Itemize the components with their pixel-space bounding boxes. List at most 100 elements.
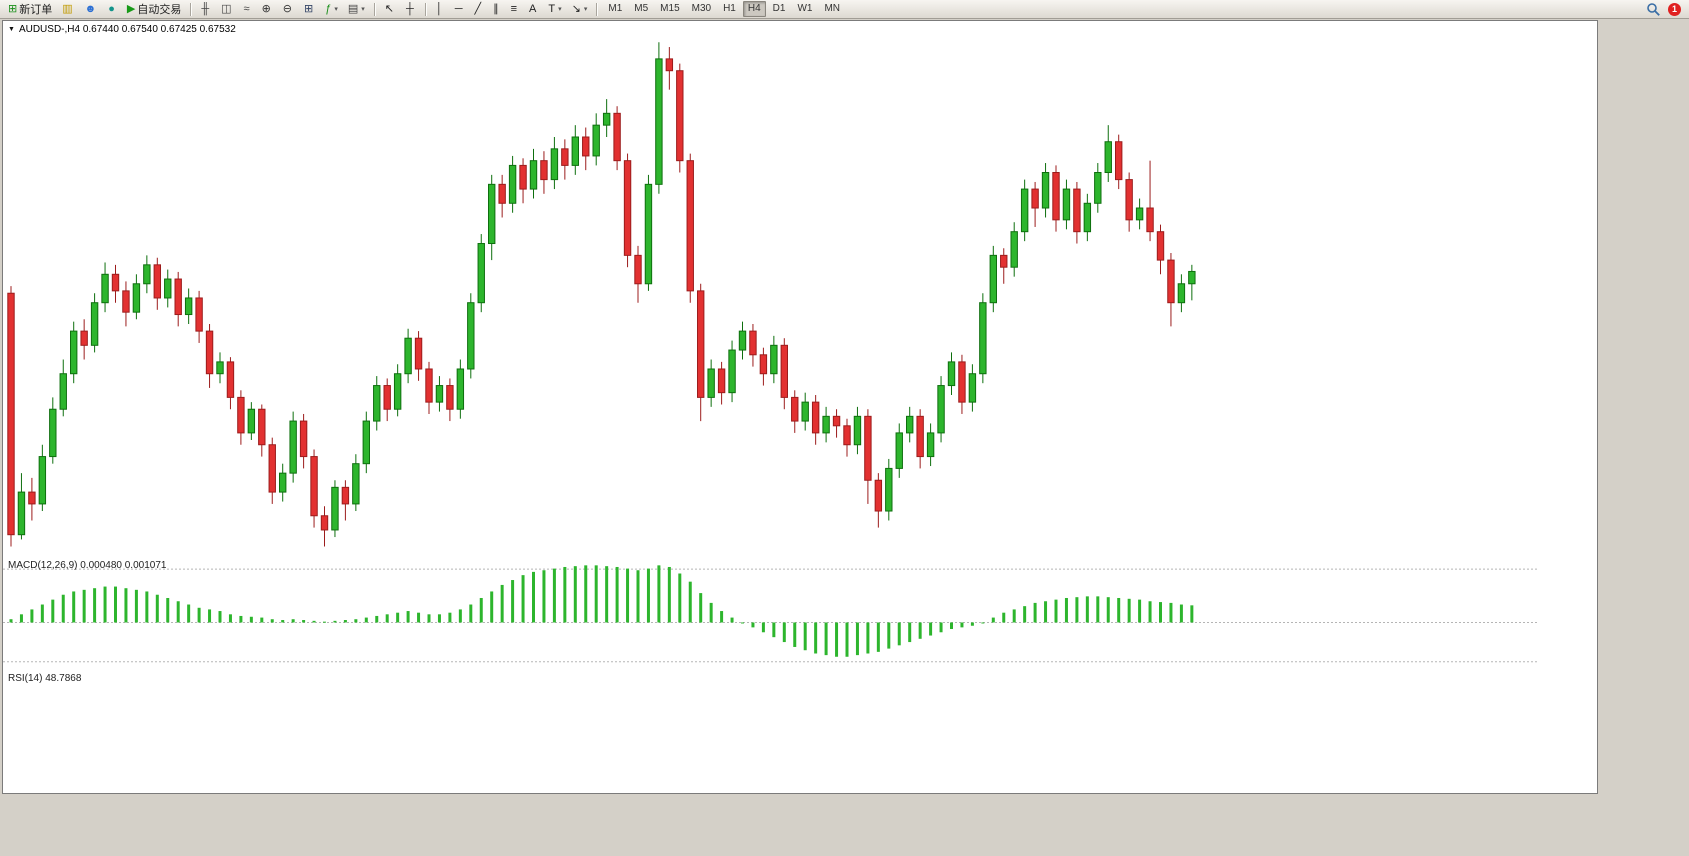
timeframe-m15-button[interactable]: M15: [660, 3, 680, 14]
macd-histogram-bar: [866, 622, 870, 654]
candle-down: [676, 70, 684, 162]
chart-plot-area[interactable]: [3, 21, 1539, 771]
candle-up: [853, 415, 862, 446]
candle-up: [404, 337, 412, 375]
candle-down: [717, 368, 726, 394]
arrows-button[interactable]: ↘ ▾: [568, 0, 592, 18]
macd-histogram-bar: [991, 617, 995, 623]
candle-up: [550, 148, 559, 181]
candle-down: [383, 385, 391, 410]
macd-histogram-bar: [176, 601, 180, 623]
candle-up: [164, 278, 172, 299]
macd-histogram-bar: [93, 588, 97, 623]
candle-up: [508, 164, 517, 204]
chart-canvas[interactable]: [3, 21, 1597, 793]
candle-down: [80, 330, 88, 346]
candle-down: [258, 408, 266, 446]
charts-button[interactable]: ▥: [58, 0, 78, 18]
macd-histogram-bar: [814, 622, 818, 654]
label-button[interactable]: T ▾: [544, 0, 565, 18]
macd-histogram-bar: [354, 619, 358, 623]
fibonacci-button[interactable]: ≡: [507, 0, 523, 18]
macd-histogram-bar: [406, 611, 410, 623]
candle-down: [195, 297, 203, 332]
timeframe-m30-button[interactable]: M30: [691, 3, 712, 14]
macd-histogram-bar: [312, 620, 316, 623]
macd-histogram-bar: [950, 622, 953, 630]
macd-histogram-bar: [40, 604, 44, 623]
candle-up: [435, 385, 444, 403]
horizontal-line-button[interactable]: ─: [451, 0, 469, 18]
crosshair-button[interactable]: ┼: [402, 0, 420, 18]
macd-histogram-bar: [897, 622, 901, 646]
macd-histogram-bar: [396, 612, 400, 623]
candle-up: [989, 254, 997, 304]
community-button[interactable]: ●: [104, 0, 121, 18]
candle-up: [1041, 172, 1050, 209]
macd-histogram-bar: [187, 604, 191, 623]
bar-chart-button[interactable]: ╫: [197, 0, 215, 18]
candle-up: [362, 420, 371, 465]
macd-histogram-bar: [960, 622, 964, 628]
macd-histogram-bar: [981, 622, 985, 624]
new-order-button[interactable]: ⊞ 新订单: [4, 0, 56, 18]
text-icon: A: [529, 3, 537, 15]
candle-down: [874, 479, 883, 512]
candle-down: [1000, 254, 1008, 268]
toolbar-items: ⊞ 新订单 ▥ ☻ ● ▶ 自动交易 ╫ ◫ ≈ ⊕ ⊖ ⊞ ƒ ▾ ▤ ▾ ↖ ┼ │ ─ ╱ ∥ ≡ A T ▾ ↘ ▾: [3, 0, 602, 18]
timeframe-h1-button[interactable]: H1: [723, 3, 736, 14]
zoom-out-button[interactable]: ⊖: [279, 0, 298, 18]
candle-up: [602, 112, 611, 126]
zoom-in-icon: ⊕: [261, 3, 271, 15]
candle-down: [299, 420, 308, 458]
candle-down: [226, 361, 235, 398]
notification-badge[interactable]: 1: [1668, 2, 1681, 16]
candlestick-chart-button[interactable]: ◫: [217, 0, 237, 18]
text-button[interactable]: A: [525, 0, 542, 18]
label-icon: T: [548, 3, 556, 15]
channel-button[interactable]: ∥: [489, 0, 505, 18]
macd-histogram-bar: [1190, 605, 1194, 623]
tile-windows-button[interactable]: ⊞: [300, 0, 319, 18]
candle-down: [122, 290, 130, 313]
macd-histogram-bar: [270, 619, 274, 623]
macd-histogram-bar: [1106, 597, 1110, 623]
timeframe-toolbar: M1 M5 M15 M30 H1 H4 D1 W1 MN: [602, 0, 846, 18]
auto-trading-button[interactable]: ▶ 自动交易: [123, 0, 185, 18]
timeframe-h4-button[interactable]: H4: [742, 1, 766, 17]
candle-down: [1115, 141, 1123, 181]
candle-up: [101, 273, 109, 304]
macd-histogram-bar: [845, 622, 849, 657]
candle-up: [906, 415, 914, 434]
timeframe-mn-button[interactable]: MN: [824, 3, 841, 14]
market-watch-button[interactable]: ☻: [81, 0, 103, 18]
macd-histogram-bar: [584, 565, 588, 623]
chevron-down-icon[interactable]: ▼: [8, 26, 15, 33]
rsi-indicator-label: RSI(14) 48.7868: [8, 673, 82, 684]
templates-button[interactable]: ▤ ▾: [344, 0, 369, 18]
candle-down: [341, 486, 350, 505]
zoom-in-button[interactable]: ⊕: [258, 0, 277, 18]
macd-histogram-bar: [51, 599, 55, 623]
timeframe-d1-button[interactable]: D1: [772, 3, 786, 14]
line-chart-button[interactable]: ≈: [240, 0, 256, 18]
candle-down: [111, 273, 120, 292]
macd-histogram-bar: [594, 565, 598, 623]
macd-histogram-bar: [824, 622, 828, 656]
macd-histogram-bar: [1002, 612, 1006, 623]
templates-icon: ▤: [347, 3, 359, 15]
vertical-line-button[interactable]: │: [432, 0, 449, 18]
timeframe-m5-button[interactable]: M5: [634, 3, 649, 14]
candle-down: [843, 425, 851, 446]
cursor-button[interactable]: ↖: [381, 0, 400, 18]
macd-histogram-bar: [1023, 606, 1027, 623]
timeframe-w1-button[interactable]: W1: [797, 3, 813, 14]
macd-histogram-bar: [803, 622, 807, 651]
candle-up: [895, 432, 903, 469]
community-icon: ●: [108, 3, 115, 15]
timeframe-m1-button[interactable]: M1: [608, 3, 623, 14]
indicators-button[interactable]: ƒ ▾: [321, 0, 342, 18]
search-icon[interactable]: [1646, 2, 1661, 17]
trendline-button[interactable]: ╱: [470, 0, 487, 18]
candle-up: [289, 420, 297, 474]
